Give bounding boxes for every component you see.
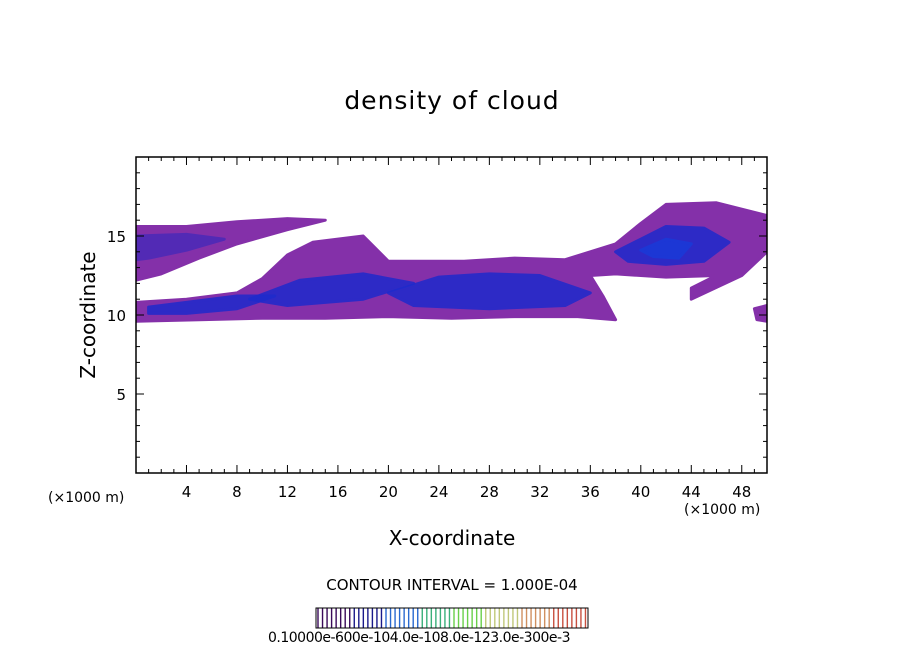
cloud-region-upper-left-core bbox=[136, 232, 226, 262]
y-tick-label: 10 bbox=[107, 307, 126, 325]
cloud-region-right-edge-blob bbox=[752, 304, 767, 323]
x-tick-label: 36 bbox=[581, 483, 600, 501]
colorbar bbox=[315, 607, 589, 629]
x-tick-label: 12 bbox=[278, 483, 297, 501]
colorbar-tick-labels: 0.10000e-600e-104.0e-108.0e-123.0e-300e-… bbox=[268, 630, 570, 646]
x-axis-label: X-coordinate bbox=[388, 526, 516, 550]
y-axis-label: Z-coordinate bbox=[76, 251, 100, 379]
x-tick-label: 4 bbox=[182, 483, 192, 501]
x-tick-label: 32 bbox=[530, 483, 549, 501]
x-tick-label: 44 bbox=[682, 483, 701, 501]
cloud-region-main-lower-core-left bbox=[147, 294, 277, 315]
cloud-region-main-lower-core-mid bbox=[248, 272, 416, 307]
y-tick-label: 15 bbox=[107, 228, 126, 246]
colorbar-frame bbox=[315, 607, 589, 629]
x-tick-label: 40 bbox=[631, 483, 650, 501]
x-tick-label: 20 bbox=[379, 483, 398, 501]
x-tick-label: 16 bbox=[328, 483, 347, 501]
cloud-regions bbox=[136, 201, 767, 323]
x-tick-label: 48 bbox=[732, 483, 751, 501]
x-tick-label: 8 bbox=[232, 483, 242, 501]
x-unit-label-left: (×1000 m) bbox=[48, 490, 125, 506]
x-tick-label: 24 bbox=[429, 483, 448, 501]
x-tick-label: 28 bbox=[480, 483, 499, 501]
chart-title: density of cloud bbox=[344, 86, 560, 115]
contour-interval-label: CONTOUR INTERVAL = 1.000E-04 bbox=[326, 576, 578, 594]
cloud-region-main-lower-core-right bbox=[386, 272, 592, 311]
y-tick-label: 5 bbox=[116, 386, 126, 404]
x-unit-label-right: (×1000 m) bbox=[684, 502, 761, 518]
cloud-region-right-cloud-peak bbox=[639, 237, 693, 260]
